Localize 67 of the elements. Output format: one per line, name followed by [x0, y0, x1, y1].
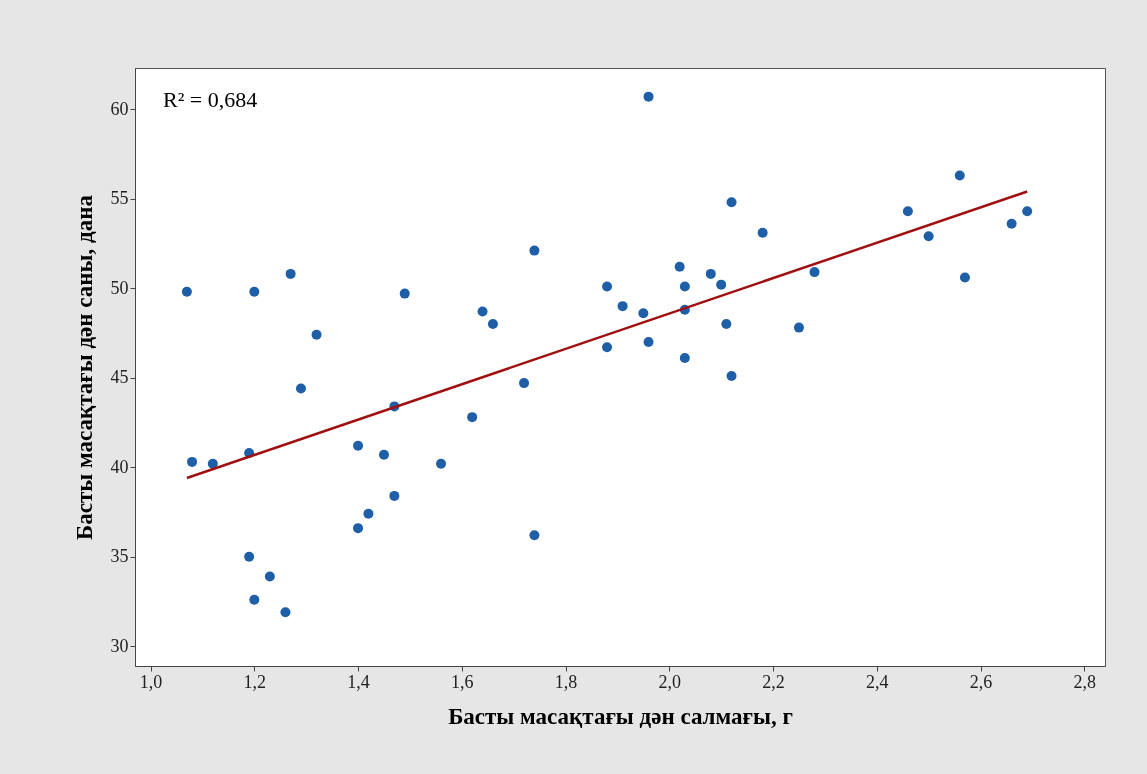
y-axis-title: Басты масақтағы дән саны, дана — [71, 194, 97, 540]
point — [726, 197, 737, 208]
point — [679, 281, 690, 292]
point — [249, 594, 260, 605]
point — [617, 301, 628, 312]
x-tick-label: 2,4 — [866, 671, 889, 692]
annotation: R² = 0,684 — [163, 87, 258, 112]
x-tick-label: 1,0 — [139, 671, 163, 692]
x-tick-label: 2,8 — [1073, 671, 1096, 692]
x-tick-label: 1,6 — [451, 671, 474, 692]
x-tick-label: 1,4 — [347, 671, 370, 692]
point — [363, 508, 374, 519]
point — [716, 279, 727, 290]
x-tick-label: 1,2 — [243, 671, 267, 692]
point — [378, 449, 389, 460]
point — [674, 261, 685, 272]
point — [519, 378, 530, 389]
point — [793, 322, 804, 333]
x-tick-label: 2,2 — [762, 671, 785, 692]
x-axis-title: Басты масақтағы дән салмағы, г — [448, 703, 793, 729]
point — [923, 231, 934, 242]
point — [529, 245, 540, 256]
point — [399, 288, 410, 299]
point — [436, 458, 447, 469]
point — [643, 91, 654, 102]
point — [679, 353, 690, 364]
point — [353, 440, 364, 451]
point — [638, 308, 649, 319]
point — [477, 306, 488, 317]
y-tick-label: 60 — [110, 98, 129, 119]
point — [181, 286, 192, 297]
y-tick-label: 40 — [110, 456, 129, 477]
point — [1006, 218, 1017, 229]
point — [311, 329, 322, 340]
point — [249, 286, 260, 297]
point — [264, 571, 275, 582]
point — [285, 268, 296, 279]
point — [280, 607, 291, 618]
y-tick-label: 50 — [110, 277, 129, 298]
point — [954, 170, 965, 181]
x-tick-label: 2,6 — [969, 671, 993, 692]
point — [757, 227, 768, 238]
point — [467, 412, 478, 423]
point — [602, 342, 613, 353]
point — [902, 206, 913, 217]
y-tick-label: 45 — [110, 367, 129, 388]
y-tick-label: 35 — [110, 546, 129, 567]
point — [721, 319, 732, 330]
point — [353, 523, 364, 534]
point — [959, 272, 970, 283]
point — [389, 490, 400, 501]
y-tick-label: 55 — [110, 188, 129, 209]
point — [244, 551, 255, 562]
point — [207, 458, 218, 469]
x-tick-label: 2,0 — [658, 671, 682, 692]
point — [643, 336, 654, 347]
point — [602, 281, 613, 292]
point — [187, 456, 198, 467]
point — [295, 383, 306, 394]
point — [809, 267, 820, 278]
point — [726, 370, 737, 381]
y-tick-label: 30 — [110, 635, 129, 656]
point — [1022, 206, 1033, 217]
point — [705, 268, 716, 279]
x-tick-label: 1,8 — [554, 671, 578, 692]
point — [487, 319, 498, 330]
point — [529, 530, 540, 541]
